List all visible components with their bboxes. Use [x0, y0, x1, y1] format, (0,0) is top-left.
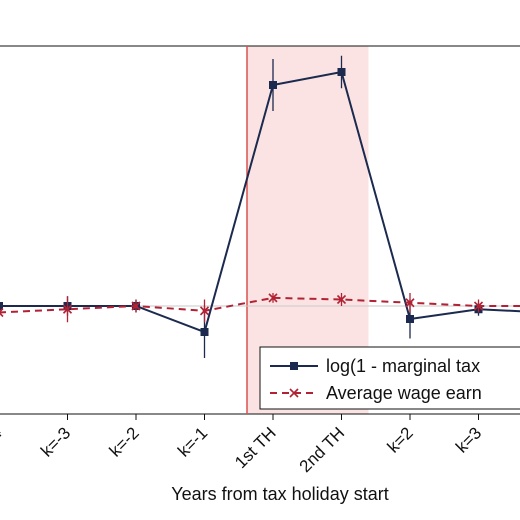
data-point: [0, 307, 4, 318]
legend-label: Average wage earn: [326, 383, 482, 403]
series-layer: [0, 55, 520, 358]
data-point: [405, 298, 415, 308]
data-point: [131, 301, 141, 311]
data-point: [62, 304, 73, 314]
series-line: [0, 296, 520, 314]
data-point: [268, 293, 278, 303]
data-point: [406, 315, 414, 323]
legend-box: [259, 346, 520, 410]
data-point: [473, 301, 484, 311]
data-point: [200, 328, 209, 336]
legend-label: log(1 - marginal tax: [326, 356, 480, 376]
data-point: [0, 302, 3, 310]
legend-swatch-marker: [290, 362, 298, 370]
plot-frame: [0, 45, 520, 415]
data-point: [199, 306, 210, 316]
data-point: [337, 68, 346, 76]
legend: log(1 - marginal tax Average wage earn: [259, 346, 520, 410]
legend-swatch-marker: [289, 388, 299, 398]
data-point: [269, 81, 277, 89]
data-point: [336, 294, 347, 305]
x-axis-title: Years from tax holiday start: [171, 484, 388, 504]
series-wage-earnings: [0, 293, 520, 323]
